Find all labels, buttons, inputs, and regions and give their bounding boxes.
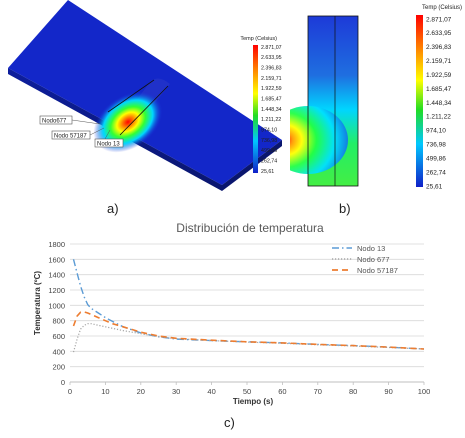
colorbar-tick-label: 2.159,71 <box>261 76 282 82</box>
colorbar-tick-label: 2.396,83 <box>426 44 452 51</box>
y-tick-label: 400 <box>52 347 65 356</box>
fem-plate-3d-image: Nodo677 Nodo 57187 Nodo 13 Temp (Celsius… <box>8 0 282 191</box>
svg-text:Nodo677: Nodo677 <box>42 119 67 125</box>
x-tick-label: 100 <box>418 387 431 396</box>
colorbar-tick-label: 1.211,22 <box>261 117 281 123</box>
x-axis-label: Tiempo (s) <box>233 397 274 406</box>
colorbar-tick-label: 1.211,22 <box>426 114 451 121</box>
svg-text:Nodo 13: Nodo 13 <box>97 142 120 148</box>
colorbar-tick-label: 736,98 <box>426 142 446 149</box>
y-axis-label: Temperatura (ºC) <box>33 271 42 335</box>
colorbar-tick-label: 499,86 <box>261 148 277 154</box>
colorbar-tick-label: 2.871,07 <box>426 16 452 23</box>
y-tick-label: 800 <box>52 317 65 326</box>
legend-label: Nodo 13 <box>357 244 385 253</box>
colorbar-tick-label: 262,74 <box>261 159 277 165</box>
x-tick-label: 90 <box>384 387 392 396</box>
x-tick-label: 0 <box>68 387 72 396</box>
panel-a-fem-plate: Nodo677 Nodo 57187 Nodo 13 Temp (Celsius… <box>0 0 285 216</box>
colorbar-tick-label: 2.633,95 <box>261 55 282 61</box>
colorbar-tick-label: 25,61 <box>426 183 443 190</box>
colorbar-tick-label: 2.396,83 <box>261 66 282 72</box>
colorbar-tick-label: 1.922,59 <box>261 86 282 92</box>
node-label-57187: Nodo 57187 <box>51 127 105 140</box>
node-label-677: Nodo677 <box>39 115 101 125</box>
colorbar-tick-label: 1.448,34 <box>261 107 282 113</box>
caption-c: c) <box>224 415 235 430</box>
y-tick-label: 600 <box>52 332 65 341</box>
colorbar-tick-label: 25,61 <box>261 169 274 175</box>
colorbar-b: Temp (Celsius) 2.871,07 2.633,95 2.396,83 2… <box>416 5 462 190</box>
colorbar-tick-label: 1.685,47 <box>426 86 452 93</box>
y-tick-label: 1600 <box>48 255 65 264</box>
colorbar-tick-label: 2.871,07 <box>261 45 282 51</box>
y-tick-label: 1000 <box>48 301 65 310</box>
legend-label: Nodo 57187 <box>357 266 398 275</box>
y-tick-label: 1200 <box>48 286 65 295</box>
x-tick-label: 30 <box>172 387 180 396</box>
node-label-13: Nodo 13 <box>94 129 124 148</box>
y-tick-label: 200 <box>52 363 65 372</box>
x-tick-label: 20 <box>137 387 145 396</box>
svg-text:Temp (Celsius): Temp (Celsius) <box>422 5 462 11</box>
x-tick-label: 40 <box>207 387 215 396</box>
colorbar-tick-label: 1.685,47 <box>261 97 282 103</box>
colorbar-tick-label: 262,74 <box>426 169 446 176</box>
y-tick-label: 1400 <box>48 271 65 280</box>
x-tick-label: 80 <box>349 387 357 396</box>
fem-top-view-image: Temp (Celsius) 2.871,07 2.633,95 2.396,83 2… <box>268 5 462 190</box>
chart-title: Distribución de temperatura <box>176 221 324 235</box>
y-tick-label: 0 <box>61 378 65 387</box>
colorbar-tick-label: 499,86 <box>426 155 446 162</box>
colorbar-tick-label: 2.159,71 <box>426 58 452 65</box>
colorbar-tick-label: 974,10 <box>261 128 277 134</box>
svg-text:Temp (Celsius): Temp (Celsius) <box>240 36 277 42</box>
panel-c-chart: Distribución de temperatura 0 200 400 600 80… <box>0 218 465 438</box>
x-tick-label: 60 <box>278 387 286 396</box>
caption-b: b) <box>339 201 351 216</box>
colorbar-tick-label: 2.633,95 <box>426 30 452 37</box>
colorbar-tick-label: 1.448,34 <box>426 100 452 107</box>
legend-label: Nodo 677 <box>357 255 390 264</box>
y-tick-label: 1800 <box>48 240 65 249</box>
colorbar-tick-label: 736,98 <box>261 138 277 144</box>
panel-b-top-view: Temp (Celsius) 2.871,07 2.633,95 2.396,83 2… <box>268 0 465 220</box>
svg-text:Nodo 57187: Nodo 57187 <box>54 134 87 140</box>
colorbar-tick-label: 974,10 <box>426 128 446 135</box>
x-tick-label: 10 <box>101 387 109 396</box>
colorbar-a: Temp (Celsius) 2.871,07 2.633,95 2.396,83 2… <box>240 36 281 175</box>
x-tick-label: 50 <box>243 387 251 396</box>
temperature-line-chart: Distribución de temperatura 020040060080… <box>33 221 431 406</box>
caption-a: a) <box>107 201 119 216</box>
chart-legend: Nodo 13 Nodo 677 Nodo 57187 <box>332 244 398 275</box>
x-tick-label: 70 <box>314 387 322 396</box>
colorbar-tick-label: 1.922,59 <box>426 72 452 79</box>
series-line-nodo-57187 <box>72 311 425 350</box>
